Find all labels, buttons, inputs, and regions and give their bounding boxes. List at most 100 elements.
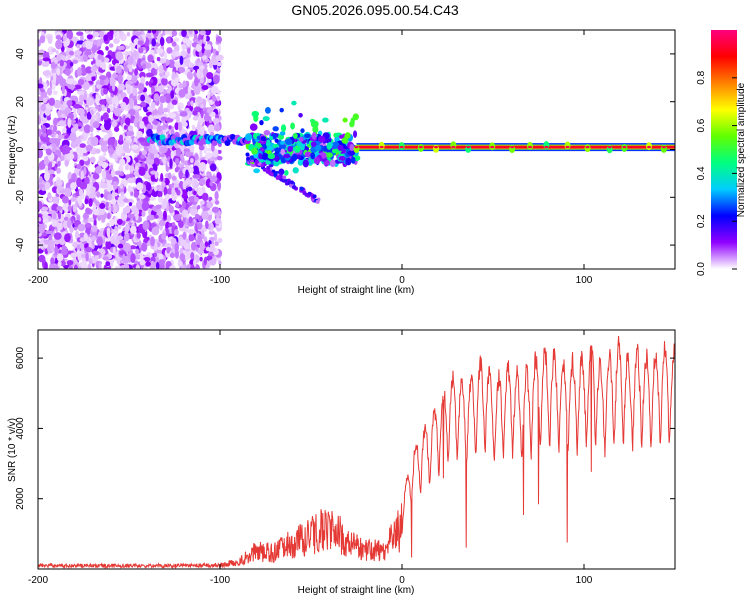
heatmap-cell [246,156,251,161]
heatmap-cell [466,145,471,149]
heatmap-cell [275,175,280,180]
heatmap-cell [182,231,187,240]
heatmap-cell [661,145,666,149]
heatmap-cell [171,99,178,105]
heatmap-cell [76,40,85,45]
heatmap-cell [191,124,196,130]
heatmap-cell [206,171,211,177]
heatmap-cell [96,191,101,198]
heatmap-cell [82,81,90,90]
heatmap-cell [56,205,62,211]
heatmap-cell [132,105,141,110]
heatmap-cell [38,254,46,263]
heatmap-cell [83,92,87,101]
heatmap-cell [141,241,148,252]
heatmap-cell [142,63,146,70]
heatmap-cell [112,228,119,237]
heatmap-cell [334,137,340,142]
heatmap-cell [510,145,515,149]
heatmap-cell [143,256,151,262]
heatmap-cell [106,107,111,114]
heatmap-cell [130,253,136,264]
heatmap-cell [99,78,105,86]
snr-frame [37,329,676,570]
heatmap-cell [208,230,215,235]
heatmap-cell [318,135,326,143]
heatmap-cell [38,148,44,159]
heatmap-cell [217,89,221,96]
heatmap-cell [158,259,166,266]
heatmap-cell [163,52,168,60]
heatmap-cell [98,208,106,215]
heatmap-cell [215,54,224,62]
heatmap-cell [79,159,85,167]
heatmap-cell [179,55,184,66]
heatmap-cell [322,117,329,123]
heatmap-cell [156,48,164,54]
heatmap-cell [299,136,304,142]
heatmap-cell [192,116,199,121]
heatmap-cell [75,145,82,154]
heatmap-cell [99,202,106,209]
heatmap-cell [87,30,93,33]
heatmap-cell [103,140,108,146]
heatmap-cell [204,241,209,247]
heatmap-cell [205,152,213,159]
heatmap-cell [129,225,137,234]
heatmap-cell [84,198,89,205]
heatmap-cell [130,45,135,52]
heatmap-cell [140,76,146,84]
heatmap-cell [130,191,134,196]
heatmap-cell [146,128,153,137]
heatmap-cell [378,141,385,150]
heatmap-cell [114,225,118,231]
heatmap-cell [40,210,49,215]
heatmap-cell [274,138,279,143]
heatmap-cell [105,240,112,250]
colorbar: 0.0 0.2 0.4 0.6 0.8 Normalized spectral ampl… [696,30,747,276]
heatmap-cell [139,259,146,266]
heatmap-cell [43,81,48,91]
heatmap-cell [151,226,160,236]
heatmap-cell [350,156,356,164]
heatmap-cell [152,120,159,125]
x-tick-label: 100 [576,575,593,586]
heatmap-cell [199,148,203,158]
heatmap-cell [269,136,274,141]
heatmap-cell [54,222,63,228]
heatmap-cell [61,84,65,95]
heatmap-cell [302,191,307,196]
heatmap-cell [107,193,112,201]
x-tick-label: -100 [210,275,230,286]
heatmap-cell [67,205,72,211]
heatmap-cell [290,122,296,130]
heatmap-cell [62,147,66,155]
heatmap-cell [77,252,82,261]
heatmap-cell [163,62,167,71]
heatmap-cell [110,168,116,178]
heatmap-cell [279,107,284,113]
heatmap-cell [313,156,321,165]
heatmap-cell [184,180,189,186]
heatmap-cell [134,111,140,119]
heatmap-cell [103,34,108,42]
heatmap-cell [134,68,138,76]
heatmap-cell [56,167,61,174]
heatmap-cell [156,56,161,62]
heatmap-cell [55,133,59,139]
heatmap-cell [86,34,93,40]
heatmap-cell [60,248,68,256]
heatmap-cell [69,61,74,67]
heatmap-cell [200,109,204,119]
heatmap-cell [349,143,355,152]
heatmap-cell [314,144,322,152]
heatmap-cell [85,207,91,215]
heatmap-cell [299,186,304,191]
heatmap-cell [187,47,191,54]
heatmap-cell [197,223,203,230]
heatmap-cell [119,250,127,256]
heatmap-cell [174,44,180,53]
heatmap-cell [202,55,208,60]
heatmap-cell [148,114,154,124]
heatmap-cell [115,31,120,40]
